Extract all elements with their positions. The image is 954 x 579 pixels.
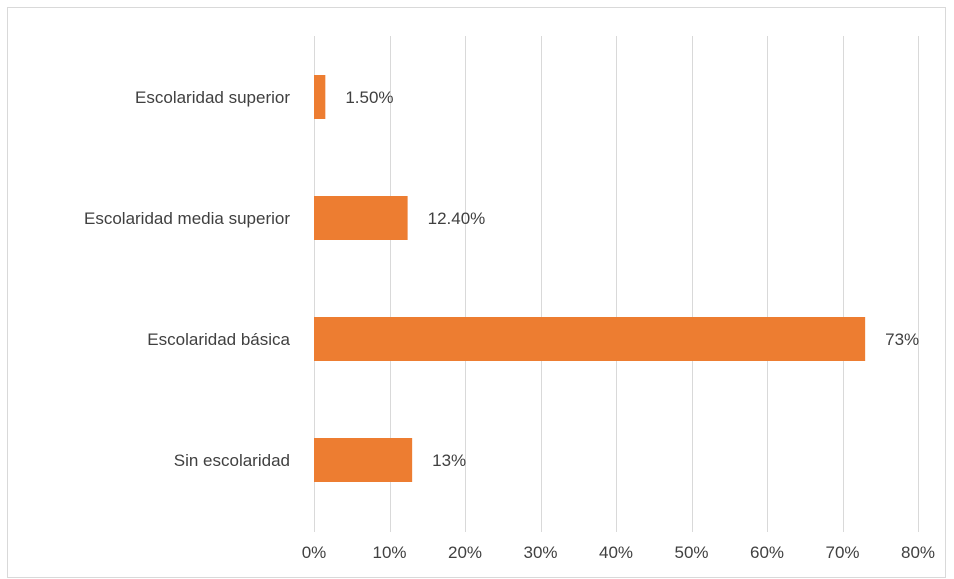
data-labels: 1.50% 12.40% 73% 13% bbox=[345, 88, 919, 470]
x-tick-label: 60% bbox=[750, 543, 784, 562]
bars bbox=[314, 75, 866, 482]
data-label: 1.50% bbox=[345, 88, 393, 107]
bar bbox=[314, 438, 413, 482]
category-labels: Escolaridad superior Escolaridad media su… bbox=[84, 88, 291, 470]
x-tick-label: 0% bbox=[302, 543, 327, 562]
x-tick-label: 40% bbox=[599, 543, 633, 562]
data-label: 73% bbox=[885, 330, 919, 349]
category-label: Escolaridad superior bbox=[135, 88, 290, 107]
category-label: Escolaridad media superior bbox=[84, 209, 290, 228]
x-tick-label: 10% bbox=[372, 543, 406, 562]
x-axis-ticks: 0% 10% 20% 30% 40% 50% 60% 70% 80% bbox=[302, 543, 935, 562]
bar bbox=[314, 317, 866, 361]
bar bbox=[314, 196, 408, 240]
chart-frame bbox=[7, 7, 946, 578]
category-label: Escolaridad básica bbox=[147, 330, 290, 349]
x-tick-label: 20% bbox=[448, 543, 482, 562]
x-tick-label: 50% bbox=[674, 543, 708, 562]
x-tick-label: 80% bbox=[901, 543, 935, 562]
data-label: 12.40% bbox=[428, 209, 486, 228]
category-label: Sin escolaridad bbox=[174, 451, 290, 470]
x-tick-label: 30% bbox=[523, 543, 557, 562]
x-tick-label: 70% bbox=[825, 543, 859, 562]
data-label: 13% bbox=[432, 451, 466, 470]
bar bbox=[314, 75, 326, 119]
